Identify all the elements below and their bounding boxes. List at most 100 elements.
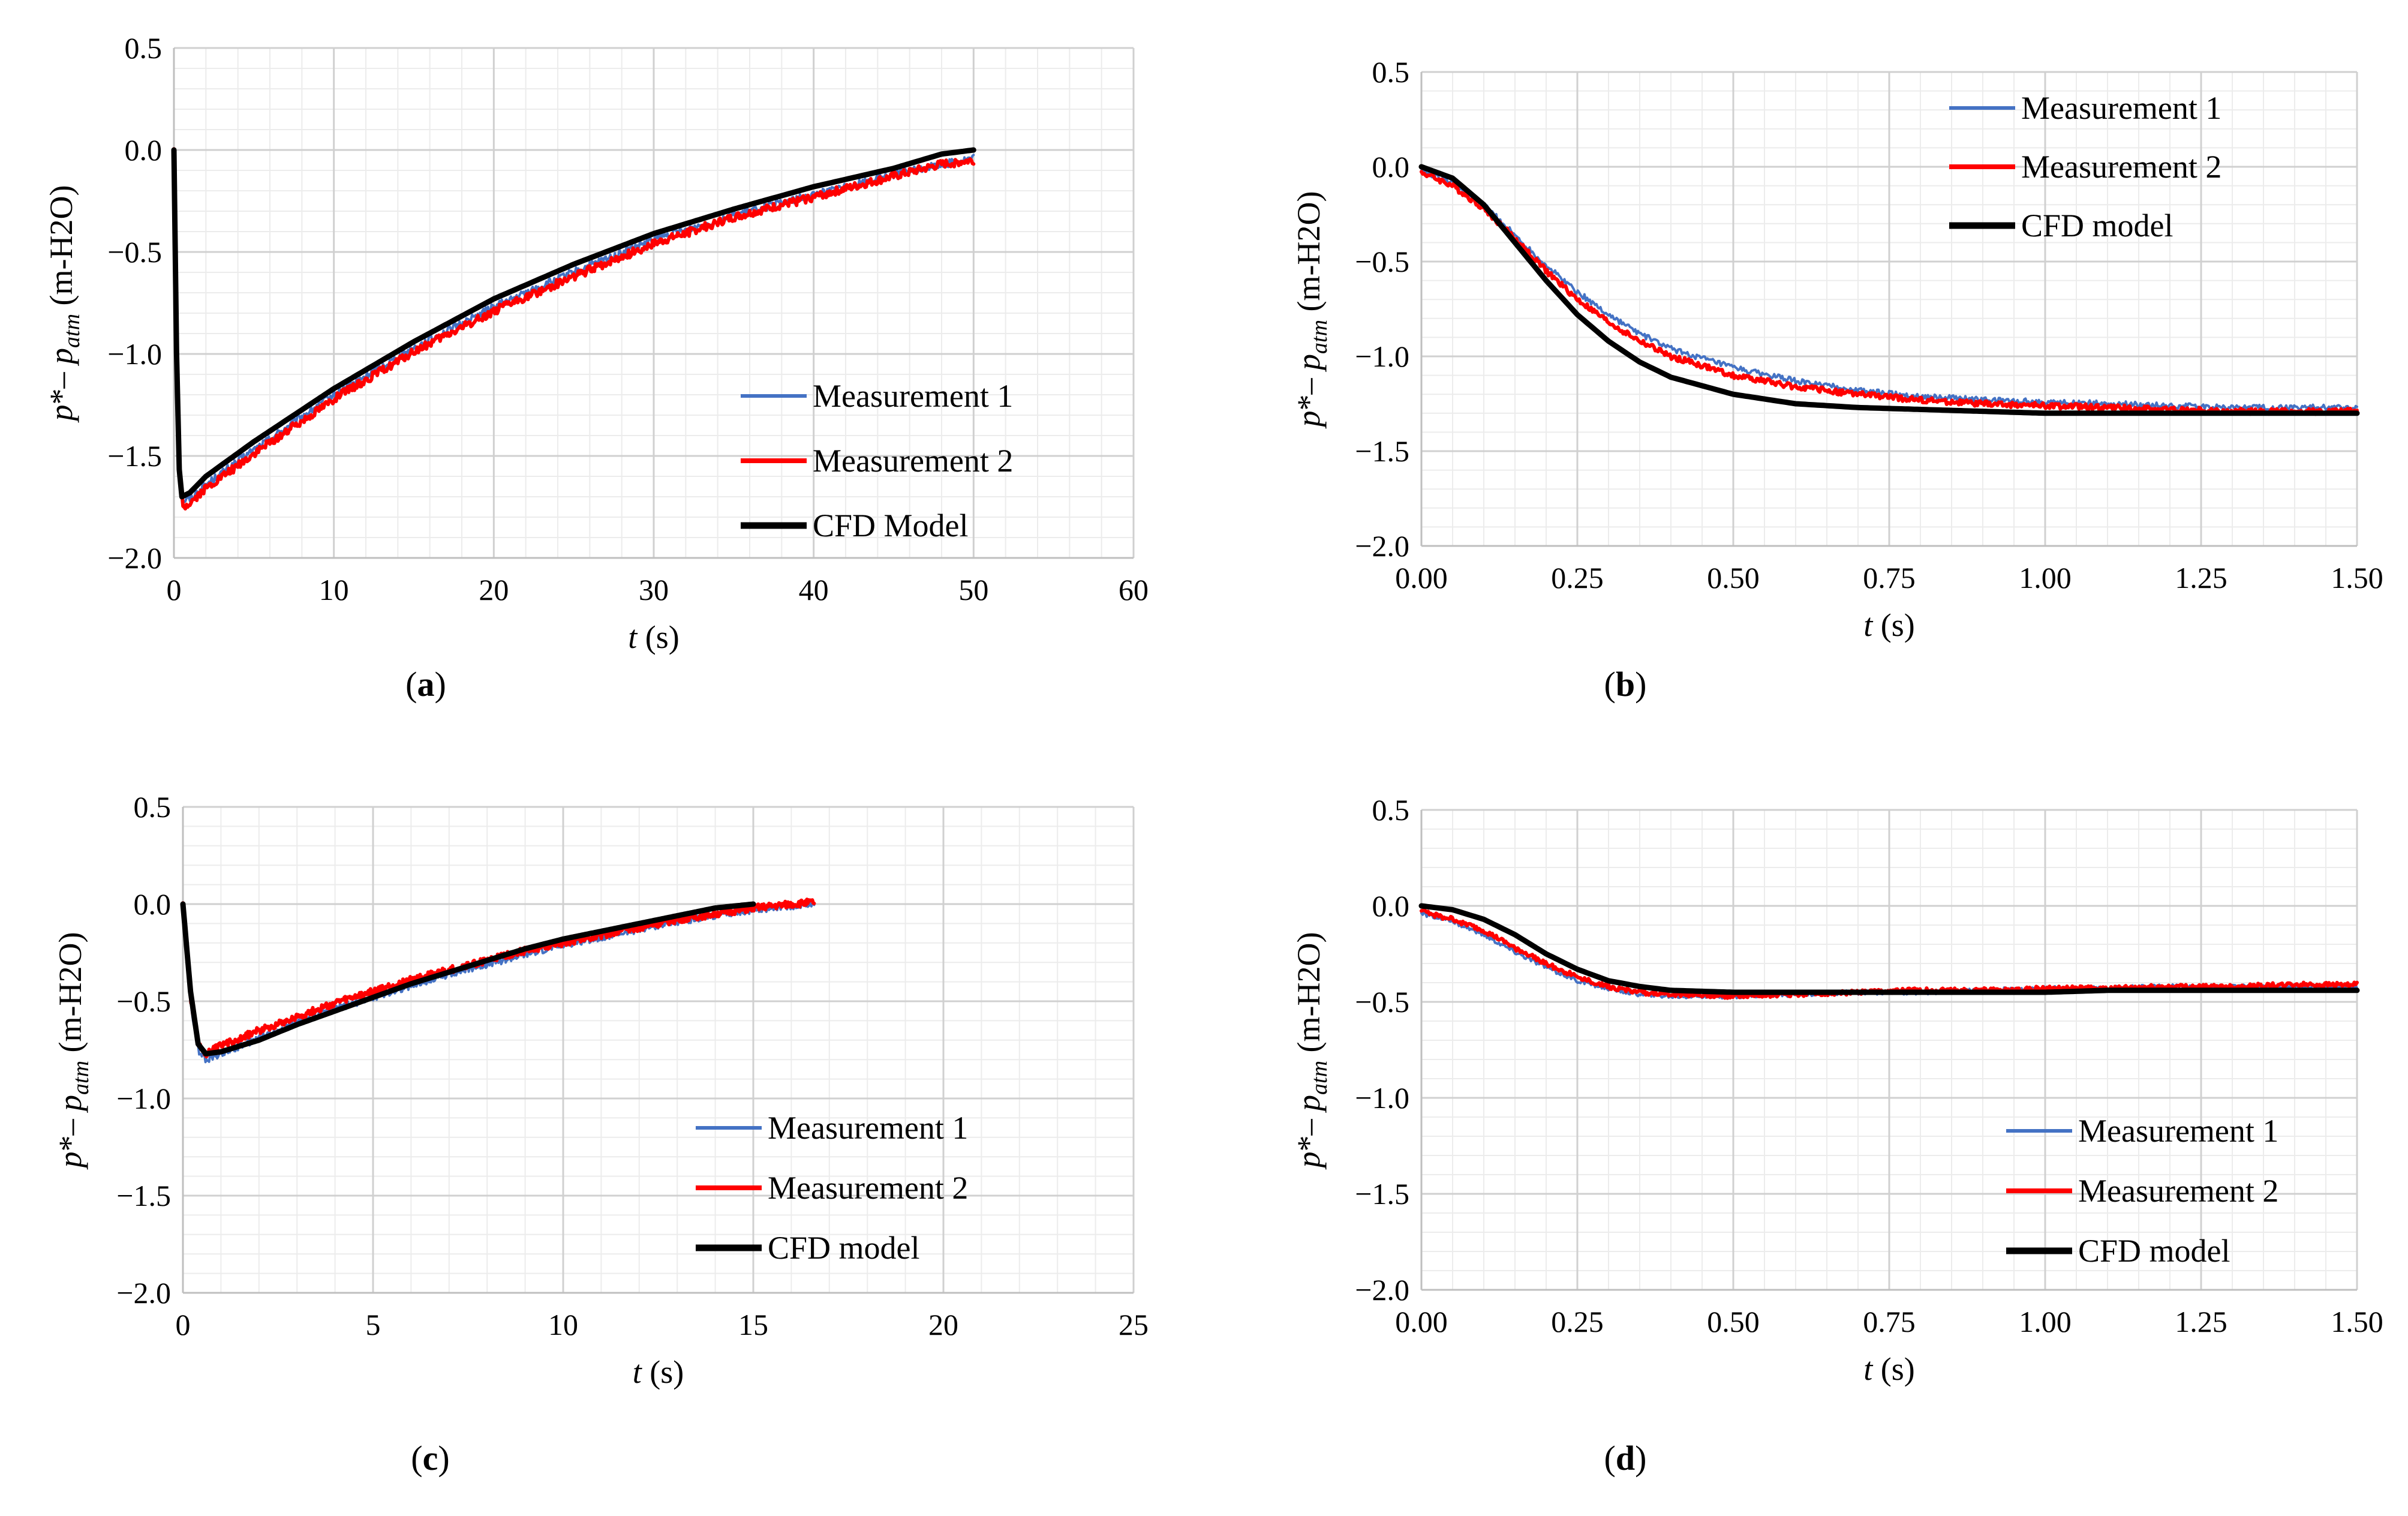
chart-c-svg: 0 5 10 15 20 25 0.5 0.0 −0.5 −1.0 −1.5 −2.0 t (s) p*–…	[52, 790, 1149, 1478]
series-line-cfd	[1418, 903, 2360, 995]
legend-label: Measurement 1	[2078, 1113, 2278, 1149]
x-tick-label: 0.00	[1395, 561, 1448, 595]
legend-label: CFD Model	[813, 508, 969, 544]
x-tick-label: 25	[1119, 1308, 1149, 1341]
y-tick-label: −1.5	[116, 1179, 171, 1212]
y-axis-title: p*– patm (m-H2O)	[1291, 191, 1332, 430]
x-tick-label: 1.50	[2331, 561, 2383, 595]
x-tick-label: 20	[928, 1308, 958, 1341]
legend: Measurement 1 Measurement 2 CFD model	[1949, 90, 2221, 244]
chart-b-svg: 0.00 0.25 0.50 0.75 1.00 1.25 1.50 0.5 0.0 −0.5 −1…	[1291, 55, 2383, 704]
y-tick-label: −2.0	[116, 1276, 171, 1310]
x-tick-label: 0.25	[1551, 561, 1604, 595]
legend-label: CFD model	[2078, 1233, 2230, 1269]
y-tick-label: 0.5	[134, 790, 172, 824]
chart-panel-c: 0 5 10 15 20 25 0.5 0.0 −0.5 −1.0 −1.5 −2.0 t (s) p*–…	[0, 756, 1200, 1494]
y-tick-label: −1.5	[1355, 1177, 1409, 1211]
legend: Measurement 1 Measurement 2 CFD Model	[741, 378, 1013, 544]
y-tick-label: 0.5	[1372, 55, 1410, 89]
y-axis-title: p*– patm (m-H2O)	[52, 932, 94, 1170]
y-tick-label: −2.0	[1355, 529, 1409, 563]
y-tick-label: 0.0	[134, 887, 172, 921]
x-tick-label: 0.75	[1863, 561, 1916, 595]
y-tick-label: 0.0	[125, 133, 163, 167]
y-tick-label: 0.5	[1372, 793, 1410, 827]
y-tick-label: −2.0	[107, 541, 162, 575]
legend-label: Measurement 1	[768, 1110, 968, 1146]
series-group	[1418, 903, 2360, 1000]
x-tick-label: 0.25	[1551, 1305, 1604, 1338]
major-grid	[173, 47, 1135, 559]
series-line-measurement-1	[173, 149, 975, 503]
y-tick-label: −2.0	[1355, 1273, 1409, 1307]
series-line-cfd	[180, 901, 756, 1056]
x-tick-label: 20	[479, 573, 509, 607]
legend-label: Measurement 2	[768, 1170, 968, 1206]
y-tick-label: −1.5	[1355, 434, 1409, 468]
series-group	[171, 147, 976, 511]
series-line-measurement-2	[172, 147, 976, 511]
x-tick-label: 0	[167, 573, 182, 607]
x-axis-title: t (s)	[1863, 1351, 1915, 1387]
legend-label: Measurement 1	[813, 378, 1013, 414]
x-tick-label: 10	[319, 573, 349, 607]
x-tick-label: 1.50	[2331, 1305, 2383, 1338]
chart-panel-d: 0.00 0.25 0.50 0.75 1.00 1.25 1.50 0.5 0.0 −0.5 −1…	[1200, 756, 2408, 1494]
x-axis-title: t (s)	[628, 619, 680, 655]
series-line-measurement-2	[1420, 170, 2359, 416]
panel-caption: (c)	[411, 1439, 449, 1478]
panel-caption: (a)	[405, 665, 446, 704]
chart-panel-b: 0.00 0.25 0.50 0.75 1.00 1.25 1.50 0.5 0.0 −0.5 −1…	[1200, 0, 2408, 720]
y-tick-label: −0.5	[1355, 245, 1409, 278]
x-tick-label: 1.25	[2175, 1305, 2227, 1338]
legend-label: Measurement 2	[2078, 1173, 2278, 1209]
y-tick-label: −0.5	[1355, 985, 1409, 1019]
legend: Measurement 1 Measurement 2 CFD model	[696, 1110, 968, 1266]
y-tick-label: 0.5	[125, 31, 163, 65]
x-tick-label: 10	[548, 1308, 578, 1341]
x-tick-label: 60	[1119, 573, 1149, 607]
chart-d-svg: 0.00 0.25 0.50 0.75 1.00 1.25 1.50 0.5 0.0 −0.5 −1…	[1291, 793, 2383, 1478]
x-axis-title: t (s)	[633, 1354, 684, 1390]
y-tick-label: 0.0	[1372, 150, 1410, 184]
series-group	[1418, 164, 2360, 416]
x-tick-label: 0.75	[1863, 1305, 1916, 1338]
x-tick-label: 1.00	[2019, 1305, 2072, 1338]
x-tick-label: 5	[366, 1308, 381, 1341]
x-tick-label: 0.50	[1707, 1305, 1760, 1338]
y-axis-title: p*– patm (m-H2O)	[1291, 932, 1332, 1170]
legend-label: Measurement 2	[2021, 149, 2221, 185]
series-line-cfd	[1418, 164, 2360, 416]
x-tick-label: 1.25	[2175, 561, 2227, 595]
series-line-cfd	[171, 147, 976, 500]
y-tick-label: −0.5	[116, 984, 171, 1018]
x-tick-label: 50	[958, 573, 988, 607]
chart-panel-a: 0 10 20 30 40 50 60 0.5 0.0 −0.5 −1.0 −1.5 −2.0 t (s)…	[0, 0, 1200, 720]
x-tick-label: 0	[176, 1308, 191, 1341]
x-tick-label: 0.00	[1395, 1305, 1448, 1338]
x-axis-title: t (s)	[1863, 607, 1915, 643]
minor-grid	[182, 806, 1134, 1293]
y-tick-label: −1.0	[1355, 340, 1409, 373]
legend-label: Measurement 1	[2021, 90, 2221, 126]
panel-caption: (b)	[1604, 665, 1647, 704]
y-tick-label: −1.5	[107, 439, 162, 473]
y-tick-label: −0.5	[107, 235, 162, 269]
y-axis-title: p*– patm (m-H2O)	[43, 185, 85, 424]
major-grid	[182, 806, 1135, 1294]
legend-label: Measurement 2	[813, 443, 1013, 479]
x-tick-label: 0.50	[1707, 561, 1760, 595]
x-tick-label: 30	[639, 573, 669, 607]
y-tick-label: −1.0	[1355, 1081, 1409, 1115]
y-tick-label: −1.0	[116, 1082, 171, 1115]
major-grid	[1420, 71, 2358, 547]
legend: Measurement 1 Measurement 2 CFD model	[2006, 1113, 2278, 1269]
legend-label: CFD model	[2021, 208, 2173, 244]
series-group	[180, 897, 816, 1064]
panel-caption: (d)	[1604, 1439, 1647, 1478]
x-tick-label: 15	[738, 1308, 768, 1341]
x-tick-label: 1.00	[2019, 561, 2072, 595]
major-grid	[1420, 809, 2358, 1291]
x-tick-label: 40	[799, 573, 829, 607]
